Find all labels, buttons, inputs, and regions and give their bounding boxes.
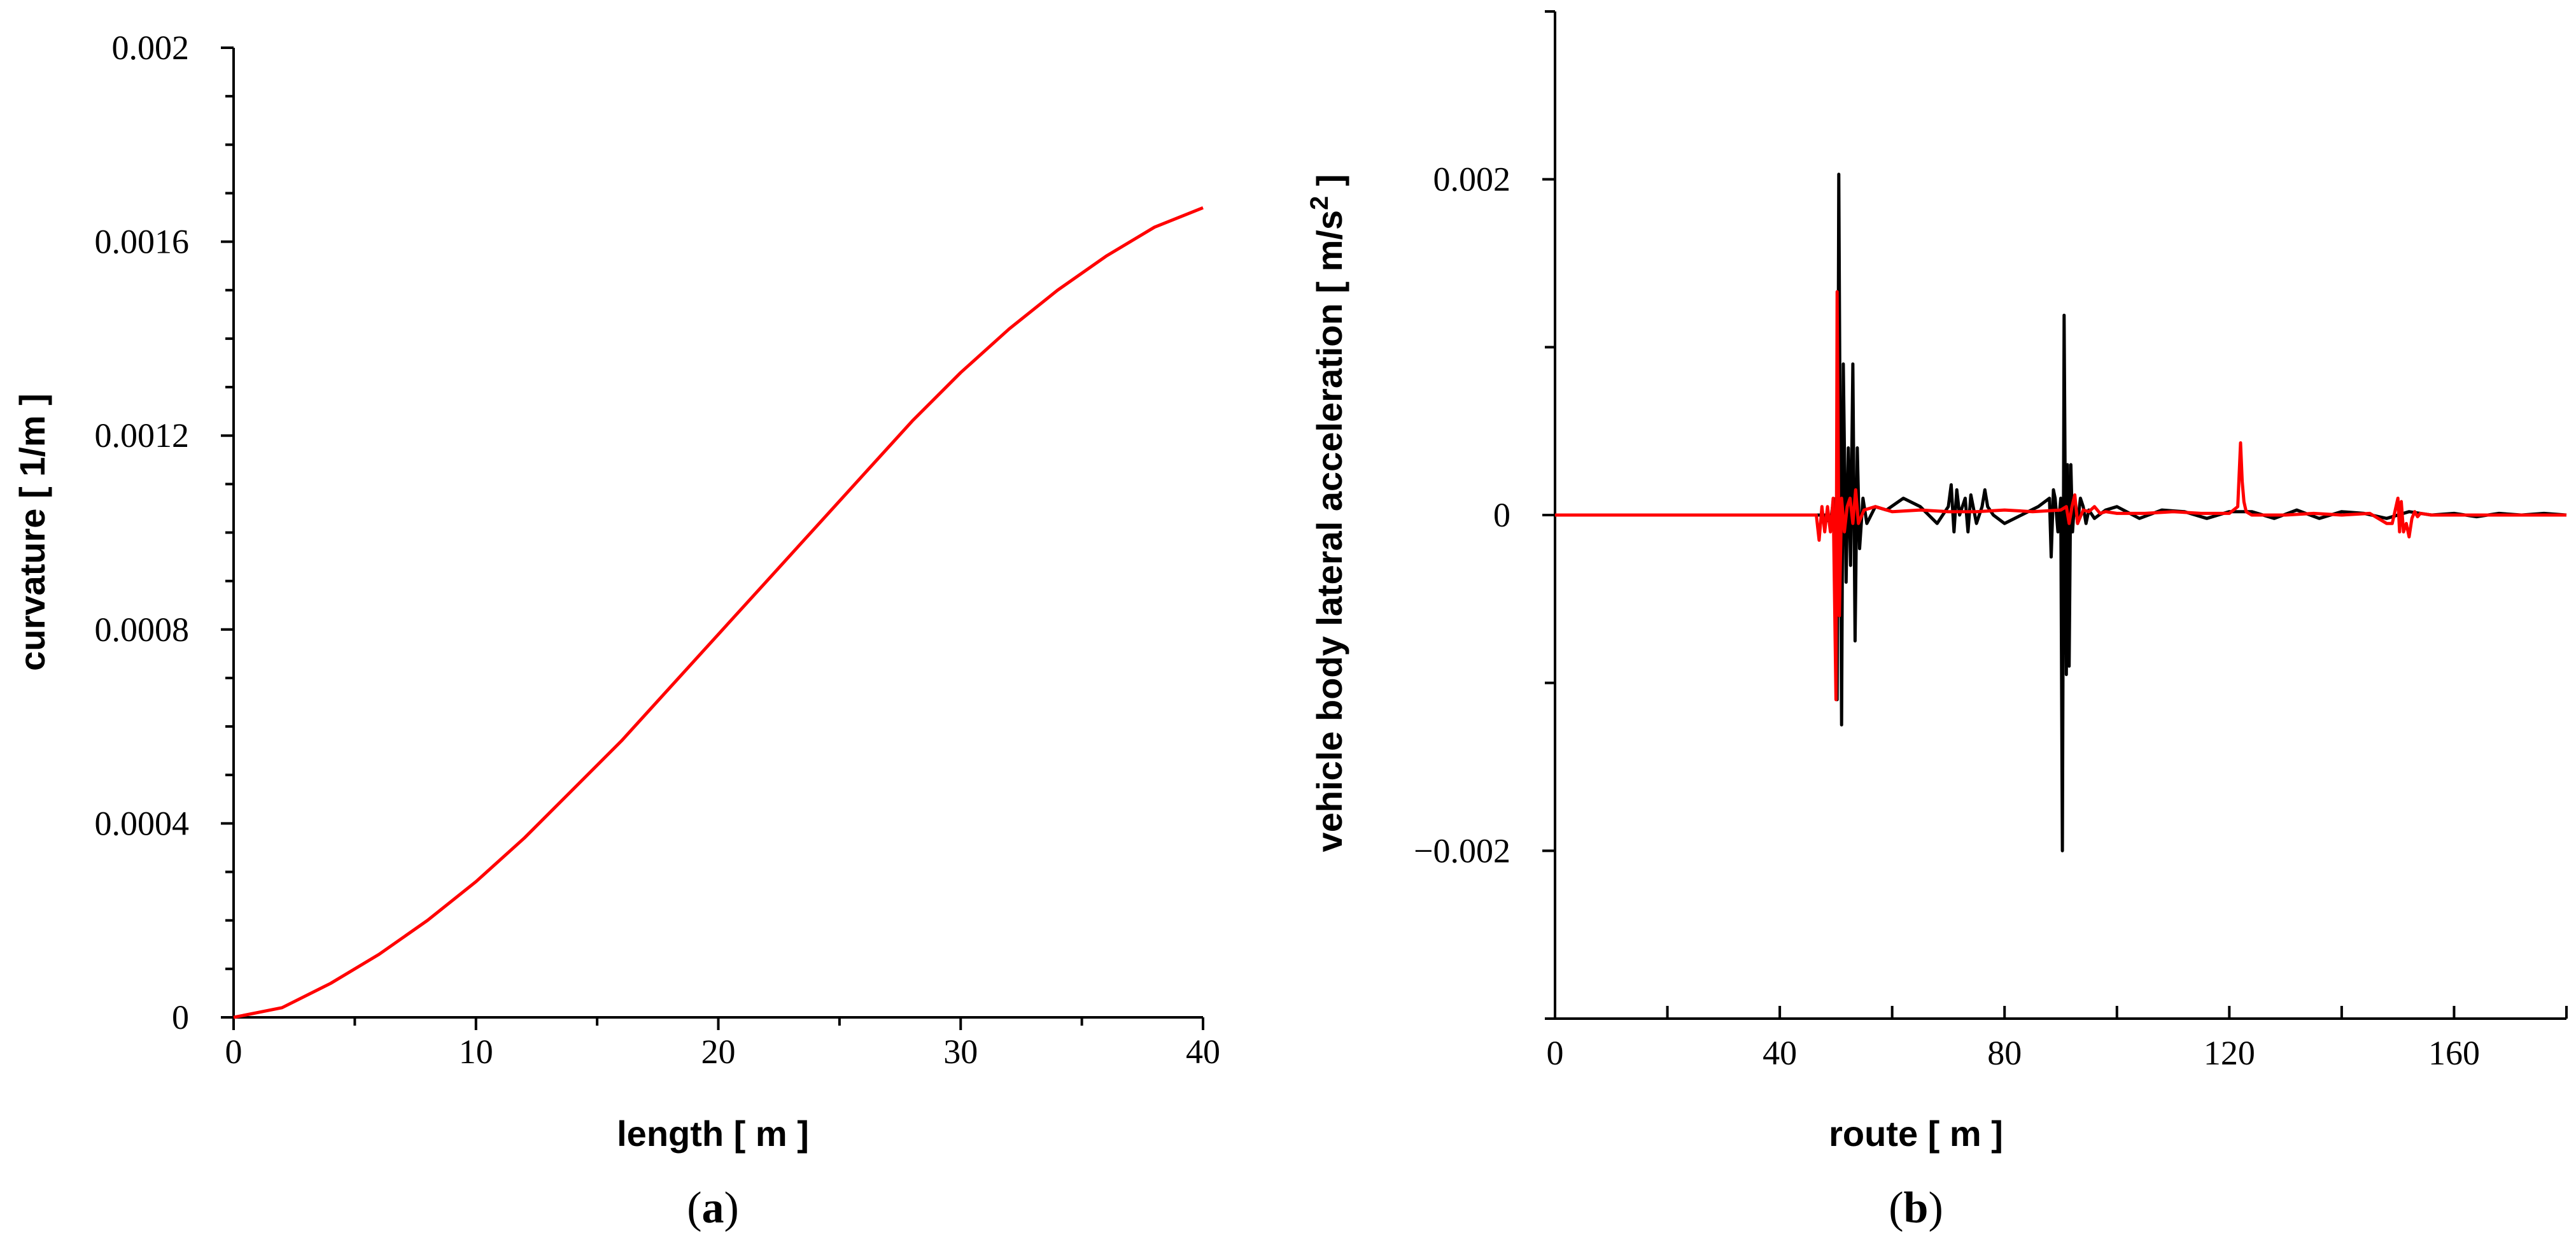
chart-b-tick-labels: 0 40 80 120 160 −0.002 0 0.002 <box>1414 160 2480 1072</box>
chart-b-y-axis-title-end: ] <box>1309 174 1349 196</box>
chart-b-series <box>1555 173 2567 852</box>
chart-a-y-tick-label: 0.0004 <box>95 804 190 842</box>
chart-b-panel-label: (b) <box>1889 1184 1943 1233</box>
chart-a-x-tick-label: 40 <box>1186 1033 1220 1071</box>
chart-a-x-axis-title: length [ m ] <box>617 1113 809 1154</box>
chart-b-panel-letter: b <box>1904 1184 1929 1233</box>
chart-b-ticks <box>1542 10 2568 1020</box>
chart-a-ticks <box>221 46 1204 1030</box>
chart-a-y-tick-label: 0.002 <box>112 29 190 67</box>
chart-b-y-axis-title-sup: 2 <box>1306 196 1334 210</box>
chart-a-y-tick-label: 0 <box>172 998 189 1036</box>
chart-a-x-tick-label: 10 <box>459 1033 493 1071</box>
chart-a-series <box>233 206 1204 1019</box>
chart-a-y-axis-title: curvature [ 1/m ] <box>12 393 52 671</box>
chart-b-y-tick-label: 0.002 <box>1433 160 1511 199</box>
chart-b-x-tick-label: 80 <box>1987 1034 2022 1072</box>
chart-a-y-tick-label: 0.0008 <box>95 611 190 649</box>
chart-b-y-axis-title: vehicle body lateral acceleration [ m/s2… <box>1306 174 1349 852</box>
chart-a-x-tick-label: 20 <box>701 1033 736 1071</box>
chart-a-y-tick-label: 0.0012 <box>95 416 190 455</box>
chart-a-panel-letter: a <box>702 1184 724 1233</box>
chart-b-x-tick-label: 40 <box>1763 1034 1797 1072</box>
chart-a-x-tick-label: 0 <box>225 1033 243 1071</box>
chart-b-x-tick-label: 0 <box>1547 1034 1564 1072</box>
chart-a-panel-label: (a) <box>687 1184 739 1233</box>
chart-a-x-tick-label: 30 <box>943 1033 978 1071</box>
chart-a-series-line-0 <box>233 206 1204 1019</box>
chart-b-y-tick-label: 0 <box>1493 496 1510 534</box>
chart-b-y-axis-title-main: vehicle body lateral acceleration [ m/s <box>1309 210 1349 852</box>
chart-a-y-tick-label: 0.0016 <box>95 223 190 261</box>
chart-a-tick-labels: 0 10 20 30 40 0 0.0004 0.0008 0.0012 0.0016 0.002 <box>95 29 1221 1071</box>
chart-b-x-tick-label: 120 <box>2204 1034 2255 1072</box>
chart-b-series-line-1 <box>1555 290 2566 702</box>
chart-panel-a: 0 10 20 30 4000.00040.00080.00120.00160.002 … <box>12 29 1220 1233</box>
chart-b-y-tick-label: −0.002 <box>1414 831 1510 870</box>
chart-b-x-tick-label: 160 <box>2428 1034 2480 1072</box>
chart-panel-b: 0 40 80 120 160 −0.002 0 0.002 vehicle body lat… <box>1306 10 2568 1233</box>
chart-b-x-axis-title: route [ m ] <box>1829 1113 2003 1154</box>
